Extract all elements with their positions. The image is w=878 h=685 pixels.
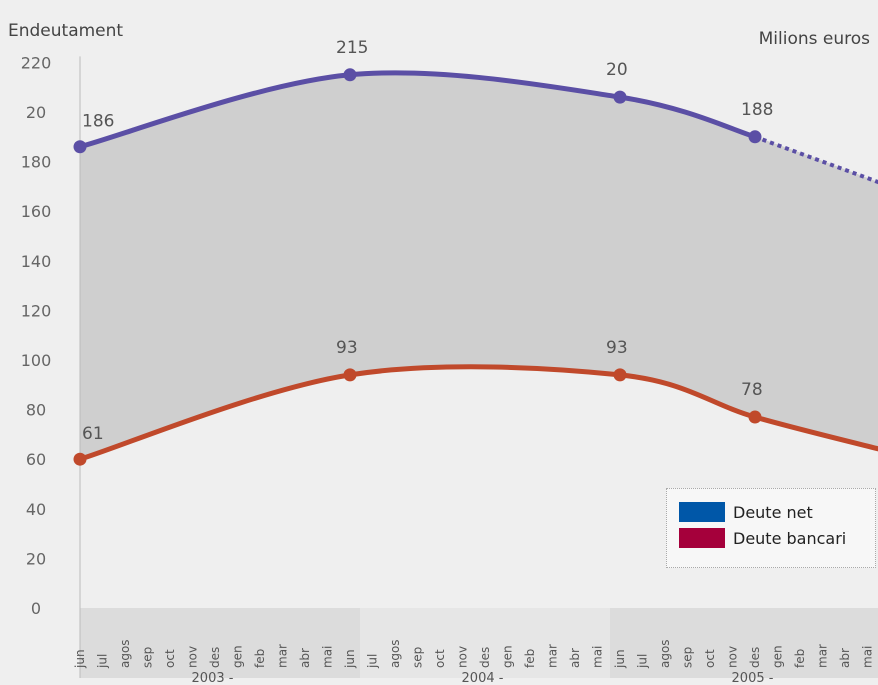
- data-point-deute-net: [73, 140, 87, 154]
- y-tick-label: 20: [26, 549, 46, 568]
- x-month-label: des: [208, 647, 222, 668]
- legend-swatch-net: [679, 502, 725, 522]
- y-tick-label: 20: [26, 103, 46, 122]
- x-month-label: gen: [771, 645, 785, 668]
- x-month-label: feb: [253, 649, 267, 668]
- x-month-label: oct: [163, 649, 177, 668]
- y-tick-label: 0: [31, 599, 41, 618]
- x-month-label: jun: [73, 649, 87, 669]
- x-month-label: oct: [433, 649, 447, 668]
- y-tick-label: 80: [26, 401, 46, 420]
- data-label-deute-net: 186: [82, 112, 114, 132]
- x-month-label: mai: [321, 646, 335, 668]
- data-point-deute-bancari: [748, 410, 762, 424]
- data-label-deute-net: 188: [741, 100, 773, 120]
- x-month-label: jul: [96, 654, 110, 669]
- x-month-label: agos: [658, 639, 672, 668]
- x-month-label: feb: [793, 649, 807, 668]
- x-month-label: agos: [388, 639, 402, 668]
- x-month-label: agos: [118, 639, 132, 668]
- x-month-label: oct: [703, 649, 717, 668]
- legend-item-net: Deute net: [679, 499, 875, 525]
- data-point-deute-net: [748, 130, 762, 144]
- data-point-deute-bancari: [343, 368, 357, 382]
- x-month-label: sep: [411, 647, 425, 668]
- x-month-label: nov: [456, 646, 470, 668]
- x-month-label: gen: [231, 645, 245, 668]
- chart-title: Endeutament: [8, 21, 123, 41]
- y-tick-label: 180: [21, 153, 52, 172]
- legend-item-bank: Deute bancari: [679, 525, 875, 551]
- y-tick-label: 160: [21, 202, 52, 221]
- y-tick-label: 220: [21, 53, 52, 72]
- y-tick-label: 140: [21, 252, 52, 271]
- data-label-deute-bancari: 61: [82, 424, 104, 444]
- data-label-deute-bancari: 93: [336, 338, 358, 358]
- y-tick-label: 40: [26, 500, 46, 519]
- x-month-label: mar: [276, 644, 290, 668]
- x-month-label: sep: [681, 647, 695, 668]
- unit-label: Milions euros: [759, 29, 871, 49]
- x-year-label: 2003 -: [192, 671, 234, 685]
- data-label-deute-bancari: 78: [741, 380, 763, 400]
- x-month-label: mar: [816, 644, 830, 668]
- data-point-deute-net: [343, 68, 357, 82]
- legend-label-bank: Deute bancari: [733, 528, 847, 548]
- x-month-label: abr: [298, 648, 312, 668]
- series-line-deute-bancari: [77, 364, 878, 462]
- y-tick-label: 100: [21, 351, 52, 370]
- x-month-label: mar: [546, 644, 560, 668]
- data-point-deute-bancari: [613, 368, 627, 382]
- data-label-deute-net: 20: [606, 60, 628, 80]
- x-month-label: jul: [636, 654, 650, 669]
- x-month-label: mai: [861, 646, 875, 668]
- data-label-deute-bancari: 93: [606, 338, 628, 358]
- x-month-label: abr: [838, 648, 852, 668]
- x-year-label: 2004 -: [462, 671, 504, 685]
- series-line-deute-net: [77, 70, 758, 150]
- legend-label-net: Deute net: [733, 502, 813, 522]
- area-between-series: [80, 72, 878, 460]
- x-month-label: nov: [726, 646, 740, 668]
- x-month-label: jun: [343, 649, 357, 669]
- data-point-deute-bancari: [73, 452, 87, 466]
- x-axis-band-2004: [360, 608, 610, 678]
- x-month-label: mai: [591, 646, 605, 668]
- x-month-label: jul: [366, 654, 380, 669]
- x-month-label: jun: [613, 649, 627, 669]
- x-year-label: 2005 -: [732, 671, 774, 685]
- data-label-deute-net: 215: [336, 38, 368, 58]
- x-month-label: sep: [141, 647, 155, 668]
- x-month-label: feb: [523, 649, 537, 668]
- x-month-label: gen: [501, 645, 515, 668]
- y-tick-label: 60: [26, 450, 46, 469]
- chart-legend: Deute net Deute bancari: [666, 488, 876, 568]
- x-month-label: abr: [568, 648, 582, 668]
- x-month-label: nov: [186, 646, 200, 668]
- legend-swatch-bank: [679, 528, 725, 548]
- data-point-deute-net: [613, 90, 627, 104]
- x-month-label: des: [478, 647, 492, 668]
- x-month-label: des: [748, 647, 762, 668]
- y-tick-label: 120: [21, 301, 52, 320]
